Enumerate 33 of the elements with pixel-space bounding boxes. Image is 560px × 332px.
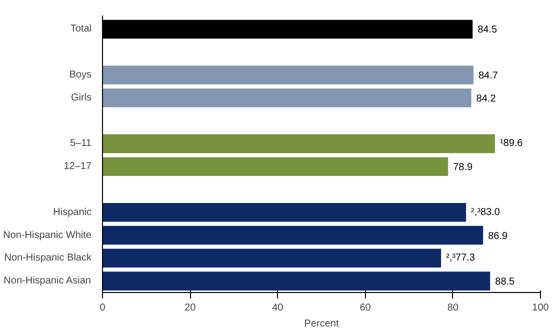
data-label: 84.2 <box>476 93 496 104</box>
x-tick-label: 100 <box>532 302 550 314</box>
data-label: 84.7 <box>478 70 498 82</box>
x-tick-label: 40 <box>272 302 284 314</box>
bar <box>102 66 474 84</box>
y-tick-label: Non-Hispanic White <box>3 230 92 241</box>
y-tick-label: Non-Hispanic Black <box>4 252 92 264</box>
bar <box>102 157 448 176</box>
bar <box>102 202 466 222</box>
data-label: ²,³77.3 <box>446 252 476 264</box>
data-label: ¹89.6 <box>500 138 524 150</box>
data-label: 84.5 <box>478 24 498 36</box>
y-tick-label: Girls <box>70 92 92 104</box>
y-tick-label: Non-Hispanic Asian <box>4 276 91 287</box>
x-tick-label: 60 <box>360 302 372 314</box>
bar <box>102 88 472 108</box>
y-tick-label: Boys <box>69 70 92 81</box>
y-tick-label: Total <box>70 24 92 35</box>
x-tick-label: 20 <box>184 302 196 314</box>
bar <box>102 226 484 245</box>
data-label: ²,³83.0 <box>471 206 500 218</box>
bar <box>102 134 495 154</box>
data-label: 88.5 <box>495 276 516 288</box>
x-axis-title: Percent <box>304 318 339 330</box>
y-tick-label: Hispanic <box>53 206 92 218</box>
bar <box>102 272 490 290</box>
y-tick-label: 5–11 <box>70 138 92 150</box>
x-tick-label: 80 <box>447 302 459 314</box>
y-tick-label: 12–17 <box>64 161 92 172</box>
bar <box>102 248 442 268</box>
data-label: 78.9 <box>453 162 473 174</box>
data-label: 86.9 <box>488 230 508 242</box>
x-tick-label: 0 <box>100 302 106 314</box>
